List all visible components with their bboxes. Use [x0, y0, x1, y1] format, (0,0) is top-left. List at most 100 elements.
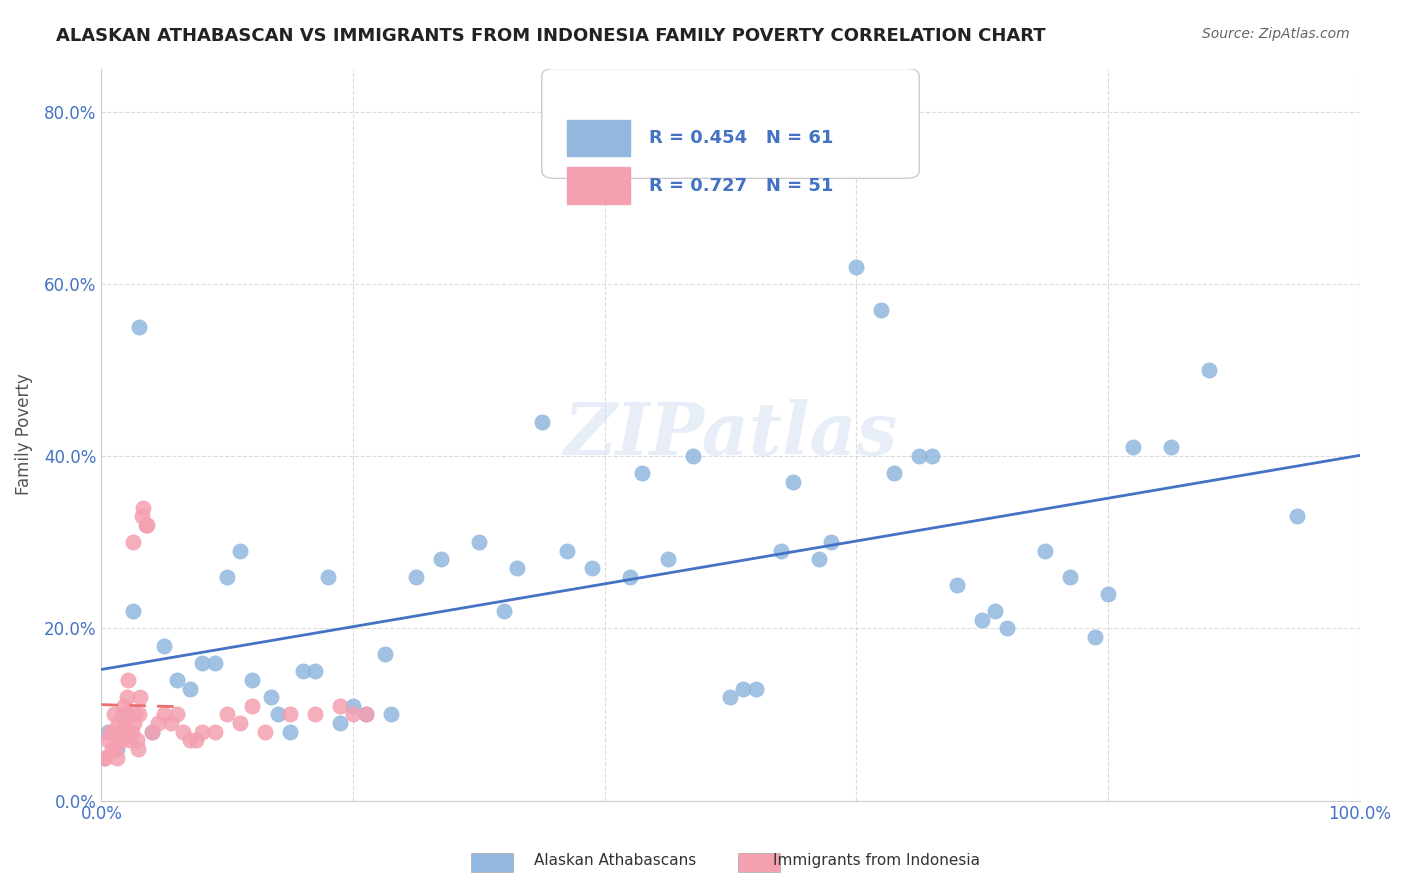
Point	[342, 707, 364, 722]
Point	[98, 724, 121, 739]
Point	[105, 750, 128, 764]
Point	[1097, 587, 1119, 601]
Point	[153, 707, 176, 722]
Point	[131, 509, 153, 524]
Text: ZIPatlas: ZIPatlas	[564, 399, 897, 470]
Point	[94, 750, 117, 764]
Point	[127, 742, 149, 756]
Point	[682, 449, 704, 463]
Point	[179, 733, 201, 747]
Point	[217, 707, 239, 722]
Point	[122, 535, 145, 549]
Point	[159, 716, 181, 731]
Text: Immigrants from Indonesia: Immigrants from Indonesia	[773, 854, 980, 868]
Point	[166, 673, 188, 687]
Point	[266, 707, 288, 722]
Point	[204, 656, 226, 670]
Point	[128, 707, 150, 722]
Point	[103, 707, 125, 722]
Point	[1084, 630, 1107, 644]
Point	[631, 467, 654, 481]
FancyBboxPatch shape	[567, 120, 630, 156]
FancyBboxPatch shape	[567, 168, 630, 204]
Point	[1285, 509, 1308, 524]
Point	[329, 716, 352, 731]
Point	[316, 570, 339, 584]
Point	[146, 716, 169, 731]
Point	[983, 604, 1005, 618]
Point	[114, 716, 136, 731]
Point	[354, 707, 377, 722]
Point	[1059, 570, 1081, 584]
Point	[329, 698, 352, 713]
Point	[111, 707, 134, 722]
Point	[354, 707, 377, 722]
Point	[1198, 363, 1220, 377]
Point	[1160, 441, 1182, 455]
Point	[184, 733, 207, 747]
Point	[921, 449, 943, 463]
Point	[972, 613, 994, 627]
Point	[117, 673, 139, 687]
Point	[115, 690, 138, 705]
Point	[118, 724, 141, 739]
Point	[141, 724, 163, 739]
Point	[1033, 544, 1056, 558]
Point	[122, 604, 145, 618]
Point	[807, 552, 830, 566]
Point	[870, 302, 893, 317]
Point	[430, 552, 453, 566]
Point	[342, 698, 364, 713]
Point	[135, 518, 157, 533]
Point	[769, 544, 792, 558]
Point	[744, 681, 766, 696]
Point	[995, 621, 1018, 635]
Point	[105, 742, 128, 756]
Point	[555, 544, 578, 558]
Point	[124, 707, 146, 722]
Point	[1122, 441, 1144, 455]
Point	[141, 724, 163, 739]
Point	[107, 716, 129, 731]
Point	[468, 535, 491, 549]
Point	[304, 665, 326, 679]
Point	[110, 733, 132, 747]
Point	[120, 733, 142, 747]
Point	[125, 733, 148, 747]
Point	[108, 733, 131, 747]
Point	[204, 724, 226, 739]
Point	[530, 415, 553, 429]
Bar	[471, 853, 513, 872]
Point	[134, 518, 156, 533]
Point	[242, 673, 264, 687]
Point	[619, 570, 641, 584]
Text: R = 0.454   N = 61: R = 0.454 N = 61	[648, 129, 834, 147]
Point	[380, 707, 402, 722]
FancyBboxPatch shape	[541, 69, 920, 178]
Point	[93, 750, 115, 764]
Point	[129, 690, 152, 705]
Point	[731, 681, 754, 696]
Point	[260, 690, 283, 705]
Bar	[738, 853, 780, 872]
Point	[104, 742, 127, 756]
Point	[121, 724, 143, 739]
Text: Source: ZipAtlas.com: Source: ZipAtlas.com	[1202, 27, 1350, 41]
Point	[820, 535, 842, 549]
Point	[505, 561, 527, 575]
Point	[782, 475, 804, 489]
Point	[166, 707, 188, 722]
Point	[883, 467, 905, 481]
Point	[100, 742, 122, 756]
Point	[172, 724, 194, 739]
Point	[217, 570, 239, 584]
Text: R = 0.727   N = 51: R = 0.727 N = 51	[648, 177, 834, 194]
Y-axis label: Family Poverty: Family Poverty	[15, 374, 32, 495]
Text: Alaskan Athabascans: Alaskan Athabascans	[534, 854, 696, 868]
Point	[720, 690, 742, 705]
Point	[845, 260, 868, 274]
Point	[132, 500, 155, 515]
Point	[373, 647, 395, 661]
Point	[115, 707, 138, 722]
Point	[908, 449, 931, 463]
